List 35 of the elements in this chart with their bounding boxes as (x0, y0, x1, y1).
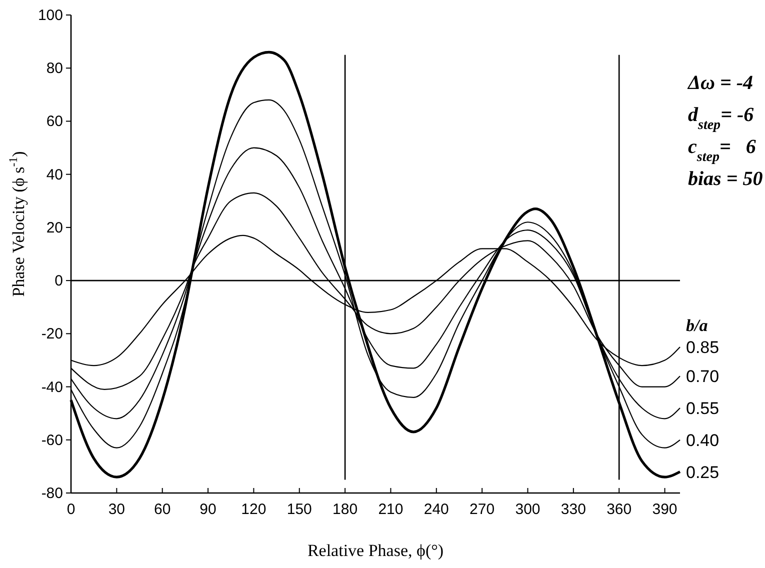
y-tick-label: 80 (46, 60, 63, 78)
text: c$_{step}$= 6 (688, 136, 756, 164)
x-tick-label: 270 (470, 501, 495, 518)
series-label: 0.85 (686, 338, 720, 357)
y-tick-label: 100 (38, 7, 63, 24)
series-label: 0.70 (686, 367, 720, 386)
legend-title: b/a (686, 316, 708, 335)
text: d$_{step}$= -6 (688, 104, 754, 132)
x-tick-label: 180 (332, 501, 358, 518)
y-tick-label: -60 (41, 432, 63, 449)
y-tick-label: -20 (41, 326, 63, 343)
x-tick-label: 390 (652, 501, 678, 518)
x-tick-label: 240 (424, 501, 449, 518)
text: Δω = -4 (687, 72, 754, 94)
y-tick-label: 60 (46, 113, 63, 130)
series-label: 0.55 (686, 399, 720, 418)
x-tick-label: 60 (154, 501, 171, 518)
y-tick-label: 0 (54, 272, 63, 290)
x-tick-label: 150 (286, 501, 312, 518)
x-tick-label: 210 (378, 501, 404, 518)
x-tick-label: 120 (241, 501, 266, 518)
y-tick-label: -40 (41, 378, 63, 396)
series-label: 0.40 (686, 430, 720, 450)
x-tick-label: 0 (66, 501, 76, 518)
x-tick-label: 360 (606, 501, 632, 518)
x-tick-label: 330 (560, 501, 586, 518)
x-tick-label: 300 (515, 501, 540, 518)
x-tick-label: 90 (200, 501, 216, 518)
y-tick-label: 20 (46, 219, 63, 236)
series-label: 0.25 (686, 462, 720, 482)
y-tick-label: -80 (41, 485, 63, 502)
x-tick-label: 30 (108, 501, 126, 518)
y-tick-label: 40 (46, 166, 63, 184)
text: bias = 50 (688, 168, 763, 190)
x-axis-title: Relative Phase, ϕ(°) (307, 541, 444, 560)
